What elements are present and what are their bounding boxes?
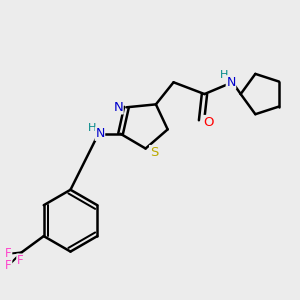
Text: H: H bbox=[88, 123, 96, 133]
Text: H: H bbox=[220, 70, 228, 80]
Text: F: F bbox=[5, 247, 12, 260]
Text: O: O bbox=[203, 116, 213, 128]
Text: F: F bbox=[17, 254, 23, 267]
Text: N: N bbox=[226, 76, 236, 89]
Text: F: F bbox=[5, 259, 12, 272]
Text: N: N bbox=[95, 127, 105, 140]
Text: S: S bbox=[150, 146, 158, 159]
Text: N: N bbox=[113, 101, 123, 114]
